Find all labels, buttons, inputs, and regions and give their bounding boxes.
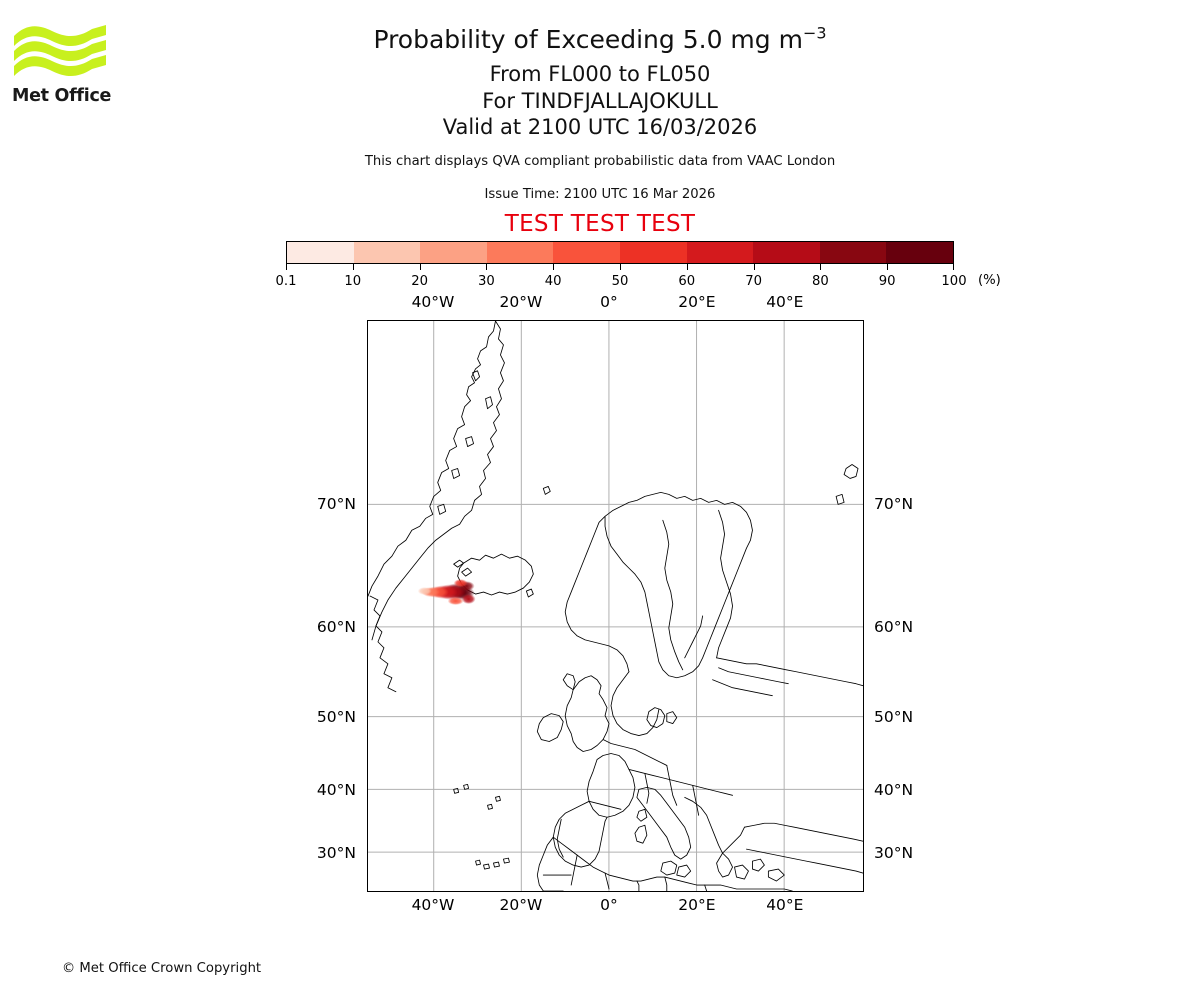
colorbar-tick-8 <box>820 264 822 270</box>
colorbar-tick-4 <box>553 264 555 270</box>
qva-note: This chart displays QVA compliant probab… <box>364 153 836 169</box>
plume-cell-6 <box>417 587 432 596</box>
colorbar-tick-label-0: 0.1 <box>275 274 297 289</box>
lon-label-top-2: 0° <box>600 293 618 311</box>
issue-time: Issue Time: 2100 UTC 16 Mar 2026 <box>484 186 716 202</box>
colorbar-tick-label-3: 30 <box>478 274 495 289</box>
colorbar-tick-label-4: 40 <box>544 274 562 289</box>
lat-label-left-3: 40°N <box>316 781 356 799</box>
ash-plume-overlay <box>417 579 476 606</box>
chart-header: Probability of Exceeding 5.0 mg m−3 From… <box>0 0 1200 237</box>
lon-label-bottom-1: 20°W <box>499 896 543 914</box>
colorbar-segment-4 <box>553 242 620 263</box>
colorbar-tick-1 <box>352 264 354 270</box>
colorbar-tick-label-6: 60 <box>678 274 696 289</box>
colorbar-tick-label-10: 100 <box>941 274 967 289</box>
flight-level-range: From FL000 to FL050 <box>489 62 711 86</box>
colorbar-segment-3 <box>486 242 554 263</box>
lat-label-right-4: 30°N <box>874 844 914 862</box>
colorbar-tick-6 <box>686 264 688 270</box>
colorbar-segment-2 <box>420 242 487 263</box>
lon-label-bottom-2: 0° <box>600 896 618 914</box>
lat-label-right-2: 50°N <box>874 708 914 726</box>
colorbar-segment-9 <box>886 242 953 263</box>
colorbar-tick-2 <box>419 264 421 270</box>
colorbar-tick-9 <box>887 264 889 270</box>
lon-label-top-4: 40°E <box>766 293 804 311</box>
lon-label-top-3: 20°E <box>678 293 716 311</box>
colorbar-tick-0 <box>286 264 287 270</box>
lat-label-right-1: 60°N <box>874 618 914 636</box>
lon-label-top-1: 20°W <box>499 293 543 311</box>
colorbar-segment-6 <box>686 242 754 263</box>
colorbar-tick-label-1: 10 <box>344 274 362 289</box>
lat-label-left-1: 60°N <box>316 618 356 636</box>
colorbar: 0.1 10 20 30 40 50 60 70 80 90 100 (%) <box>276 241 1001 292</box>
lon-label-top-0: 40°W <box>411 293 455 311</box>
colorbar-tick-5 <box>620 264 621 270</box>
colorbar-segment-0 <box>287 242 354 263</box>
colorbar-ticks <box>286 264 954 274</box>
colorbar-strip <box>286 241 954 264</box>
colorbar-tick-10 <box>953 264 954 270</box>
lat-label-right-0: 70°N <box>874 495 914 513</box>
title-exponent: −3 <box>802 23 827 43</box>
plume-cell-9 <box>453 579 468 588</box>
colorbar-tick-7 <box>753 264 755 270</box>
colorbar-segment-5 <box>619 242 687 263</box>
colorbar-tick-label-8: 80 <box>812 274 829 289</box>
colorbar-tick-3 <box>486 264 488 270</box>
lat-label-right-3: 40°N <box>874 781 914 799</box>
title-subblock: From FL000 to FL050 For TINDFJALLAJOKULL… <box>0 61 1200 141</box>
colorbar-tick-label-5: 50 <box>611 274 629 289</box>
volcano-name: For TINDFJALLAJOKULL <box>482 88 718 113</box>
met-office-logo-icon <box>14 25 106 77</box>
map-canvas <box>368 321 863 891</box>
plume-cell-10 <box>447 597 464 606</box>
lat-label-left-0: 70°N <box>316 495 356 513</box>
page-title: Probability of Exceeding 5.0 mg m−3 <box>0 23 1200 54</box>
lon-label-bottom-4: 40°E <box>766 896 804 914</box>
colorbar-segment-8 <box>819 242 887 263</box>
met-office-logo-text: Met Office <box>12 86 112 106</box>
colorbar-segment-7 <box>753 242 820 263</box>
colorbar-tick-label-9: 90 <box>878 274 896 289</box>
lat-label-left-2: 50°N <box>316 708 356 726</box>
test-watermark: TEST TEST TEST <box>504 210 696 237</box>
plume-cell-8 <box>461 594 476 605</box>
colorbar-segment-1 <box>353 242 421 263</box>
map-coastlines <box>368 321 863 891</box>
lat-label-left-4: 30°N <box>316 844 356 862</box>
colorbar-tick-labels: 0.1 10 20 30 40 50 60 70 80 90 100 <box>276 274 967 292</box>
lon-label-bottom-0: 40°W <box>411 896 455 914</box>
title-text: Probability of Exceeding 5.0 mg m <box>373 25 803 54</box>
valid-time: Valid at 2100 UTC 16/03/2026 <box>442 115 758 139</box>
lon-label-bottom-3: 20°E <box>678 896 716 914</box>
colorbar-unit-label: (%) <box>978 273 1001 288</box>
colorbar-tick-label-7: 70 <box>745 274 762 289</box>
colorbar-tick-label-2: 20 <box>411 274 428 289</box>
copyright-notice: © Met Office Crown Copyright <box>62 961 262 976</box>
map-plot-area[interactable] <box>367 320 864 892</box>
met-office-branding: Met Office <box>12 22 122 106</box>
map-gridlines <box>368 321 863 891</box>
